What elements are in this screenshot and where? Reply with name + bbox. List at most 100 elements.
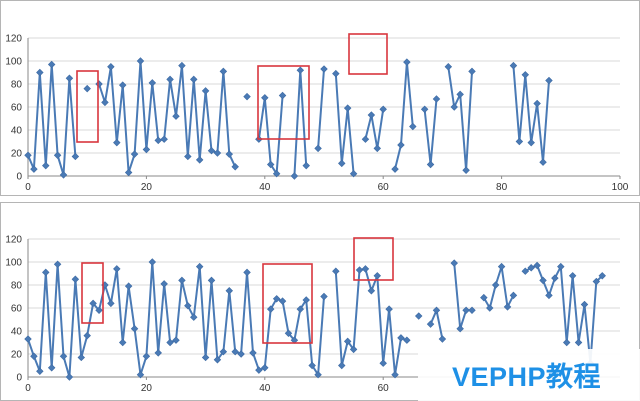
data-point xyxy=(367,287,376,295)
data-point xyxy=(568,272,577,280)
data-point xyxy=(243,268,251,277)
data-point xyxy=(450,259,458,267)
data-point xyxy=(509,291,518,300)
data-point xyxy=(184,301,192,310)
y-tick-label: 60 xyxy=(11,304,23,315)
data-point xyxy=(349,169,358,178)
data-point xyxy=(355,266,364,274)
data-point xyxy=(195,262,204,271)
data-point xyxy=(302,296,310,304)
data-point xyxy=(332,69,340,78)
data-point xyxy=(272,295,281,303)
highlight-box xyxy=(81,262,104,324)
highlight-box xyxy=(353,237,394,281)
highlight-box xyxy=(348,33,388,75)
y-tick-label: 100 xyxy=(5,57,22,68)
data-point xyxy=(77,353,86,362)
data-point xyxy=(231,347,239,356)
y-tick-label: 20 xyxy=(11,350,23,361)
data-point xyxy=(136,57,145,65)
y-tick-label: 120 xyxy=(5,235,22,246)
data-point xyxy=(207,276,216,285)
data-point xyxy=(261,364,269,372)
data-point xyxy=(219,347,228,356)
data-point xyxy=(213,149,222,157)
data-point xyxy=(278,297,287,305)
x-tick-label: 0 xyxy=(25,383,31,394)
data-point xyxy=(580,300,589,309)
data-point xyxy=(118,338,127,347)
watermark: VEPHP教程 xyxy=(418,349,640,401)
data-point xyxy=(343,104,352,112)
data-point xyxy=(225,287,234,295)
data-point xyxy=(255,366,263,374)
data-point xyxy=(491,281,500,289)
data-point xyxy=(266,305,275,313)
data-point xyxy=(59,171,68,179)
data-point xyxy=(379,359,387,367)
data-point xyxy=(172,112,180,120)
data-point xyxy=(456,324,464,333)
data-point xyxy=(266,160,275,169)
data-point xyxy=(278,91,287,100)
data-point xyxy=(53,260,62,269)
data-point xyxy=(207,146,216,155)
highlight-box xyxy=(257,65,310,140)
data-point xyxy=(53,151,62,160)
data-point xyxy=(83,84,91,93)
data-point xyxy=(444,63,453,71)
data-point xyxy=(237,350,245,358)
data-point xyxy=(107,299,115,308)
data-point xyxy=(71,152,80,161)
data-point xyxy=(65,373,74,381)
data-point xyxy=(480,293,488,302)
y-tick-label: 40 xyxy=(11,327,23,338)
data-point xyxy=(231,163,239,171)
y-tick-label: 0 xyxy=(16,373,22,384)
data-point xyxy=(154,349,162,357)
data-point xyxy=(349,345,358,354)
x-tick-label: 0 xyxy=(25,182,31,193)
data-point xyxy=(598,272,606,280)
data-point xyxy=(184,152,192,161)
data-point xyxy=(42,268,50,277)
data-point xyxy=(521,71,530,79)
x-tick-label: 60 xyxy=(378,383,390,394)
data-point xyxy=(432,306,441,315)
data-point xyxy=(160,280,168,288)
data-point xyxy=(101,98,109,107)
data-point xyxy=(302,161,310,170)
data-point xyxy=(30,352,38,361)
highlight-box xyxy=(262,263,313,344)
plot-frame xyxy=(0,0,640,196)
data-point xyxy=(243,92,251,101)
data-point xyxy=(385,305,393,313)
data-point xyxy=(42,161,50,170)
data-point xyxy=(557,262,565,271)
data-point xyxy=(320,65,328,73)
data-point xyxy=(225,150,234,158)
data-point xyxy=(124,282,133,290)
data-point xyxy=(154,136,162,145)
data-point xyxy=(361,265,370,273)
data-point xyxy=(373,144,382,153)
x-tick-label: 20 xyxy=(141,182,153,193)
data-point xyxy=(249,349,257,357)
data-point xyxy=(533,99,541,108)
data-point xyxy=(332,267,340,275)
data-point xyxy=(166,75,174,84)
data-point xyxy=(166,338,174,347)
data-point xyxy=(527,138,535,147)
y-tick-label: 120 xyxy=(5,34,22,45)
data-point xyxy=(343,337,352,346)
data-point xyxy=(509,61,518,70)
data-point xyxy=(36,68,44,77)
data-point xyxy=(142,352,151,361)
data-point xyxy=(397,141,405,149)
data-point xyxy=(30,165,38,173)
data-point xyxy=(71,275,80,283)
data-point xyxy=(118,81,127,89)
data-point xyxy=(338,159,346,168)
data-point xyxy=(456,90,464,99)
